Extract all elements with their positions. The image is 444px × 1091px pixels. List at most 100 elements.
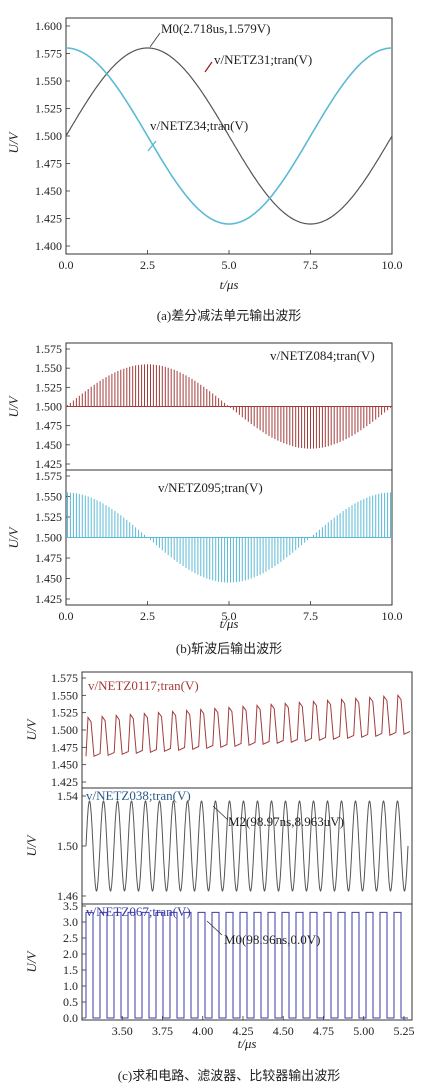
x-tick-label: 0.0: [59, 609, 74, 623]
y-tick-label: 1.5: [63, 963, 78, 977]
y-tick-label: 3.5: [63, 899, 78, 913]
series-netz038-label: v/NETZ038;tran(V): [86, 788, 191, 803]
y-tick-label: 1.550: [51, 688, 78, 702]
marker-m0-label: M0(2.718us,1.579V): [161, 21, 270, 36]
x-tick-label: 7.5: [303, 609, 318, 623]
y-tick-label: 1.450: [35, 438, 62, 452]
marker-m2-leader: [212, 805, 229, 821]
panel-c3-y-ticks: 0.0 0.5 1.0 1.5 2.0 2.5 3.0 3.5: [63, 899, 86, 1025]
marker-m2-label: M2(98.97ns,8.963uV): [228, 814, 344, 829]
y-tick-label: 1.425: [35, 592, 62, 606]
x-tick-label: 4.00: [192, 1024, 213, 1038]
x-tick-label: 5.0: [222, 609, 237, 623]
y-tick-label: 1.475: [51, 740, 78, 754]
y-tick-label: 1.525: [35, 510, 62, 524]
series-netz34-leader: [147, 140, 157, 152]
y-tick-label: 1.475: [35, 419, 62, 433]
panel-a-y-label: U/V: [6, 130, 21, 153]
y-tick-label: 1.500: [35, 129, 62, 143]
y-tick-label: 1.600: [35, 19, 62, 33]
x-tick-label: 7.5: [303, 258, 318, 272]
caption-c: (c)求和电路、滤波器、比较器输出波形: [118, 1068, 340, 1083]
panel-b2-y-label: U/V: [6, 525, 21, 548]
y-tick-label: 1.575: [35, 342, 62, 356]
x-tick-label: 2.5: [140, 609, 155, 623]
caption-a: (a)差分减法单元输出波形: [157, 308, 301, 323]
series-netz34-line: [66, 47, 392, 225]
y-tick-label: 2.0: [63, 947, 78, 961]
panel-c2-y-ticks: 1.46 1.50 1.54: [57, 789, 86, 903]
x-tick-label: 5.00: [353, 1024, 374, 1038]
y-tick-label: 1.550: [35, 361, 62, 375]
panel-c-x-label: t/μs: [238, 1036, 257, 1051]
y-tick-label: 1.475: [35, 551, 62, 565]
panel-c1-y-ticks: 1.425 1.450 1.475 1.500 1.525 1.550 1.575: [51, 671, 86, 789]
y-tick-label: 1.575: [51, 671, 78, 685]
x-tick-label: 10.0: [382, 258, 403, 272]
marker-m0-leader: [149, 32, 161, 48]
x-tick-label: 4.75: [313, 1024, 334, 1038]
y-tick-label: 1.500: [51, 723, 78, 737]
series-netz095-label: v/NETZ095;tran(V): [158, 480, 263, 495]
y-tick-label: 1.575: [35, 469, 62, 483]
x-tick-label: 4.50: [273, 1024, 294, 1038]
y-tick-label: 1.0: [63, 979, 78, 993]
panel-c2-y-label: U/V: [24, 833, 39, 856]
y-tick-label: 1.425: [35, 457, 62, 471]
y-tick-label: 0.0: [63, 1011, 78, 1025]
y-tick-label: 1.475: [35, 157, 62, 171]
x-tick-label: 3.75: [152, 1024, 173, 1038]
series-netz067-line: [85, 911, 408, 1019]
y-tick-label: 1.450: [35, 572, 62, 586]
y-tick-label: 0.5: [63, 995, 78, 1009]
panel-c: 1.425 1.450 1.475 1.500 1.525 1.550 1.575 1.46…: [24, 671, 414, 1083]
series-netz0117-line: [85, 693, 411, 758]
series-netz038-line: [85, 800, 409, 892]
series-netz067-label: v/NETZ067;tran(V): [86, 904, 191, 919]
y-tick-label: 1.425: [35, 212, 62, 226]
y-tick-label: 1.46: [57, 889, 78, 903]
series-netz31-line: [65, 47, 393, 225]
y-tick-label: 1.54: [57, 789, 78, 803]
x-tick-label: 4.25: [232, 1024, 253, 1038]
panel-b-x-label: t/μs: [220, 616, 239, 631]
caption-b: (b)斩波后输出波形: [176, 641, 282, 656]
series-netz084-label: v/NETZ084;tran(V): [270, 348, 375, 363]
panel-b1-y-label: U/V: [6, 394, 21, 417]
series-netz31-leader: [204, 61, 213, 73]
x-tick-label: 5.25: [393, 1024, 414, 1038]
series-netz34-label: v/NETZ34;tran(V): [150, 118, 248, 133]
y-tick-label: 1.500: [35, 400, 62, 414]
y-tick-label: 1.450: [51, 758, 78, 772]
panel-b2-x-ticks: 0.0 2.5 5.0 7.5 10.0: [59, 601, 403, 623]
y-tick-label: 1.525: [35, 102, 62, 116]
y-tick-label: 3.0: [63, 915, 78, 929]
panel-c3-x-ticks: 3.50 3.75 4.00 4.25 4.50 4.75 5.00 5.25: [112, 1016, 414, 1038]
x-tick-label: 2.5: [140, 258, 155, 272]
panel-a-y-ticks: 1.400 1.425 1.450 1.475 1.500 1.525 1.550 1.575…: [35, 19, 70, 253]
y-tick-label: 1.550: [35, 74, 62, 88]
x-tick-label: 3.50: [112, 1024, 133, 1038]
x-tick-label: 10.0: [382, 609, 403, 623]
panel-b: 1.425 1.450 1.475 1.500 1.525 1.550 1.575 1.42…: [6, 342, 403, 656]
series-netz31-label: v/NETZ31;tran(V): [214, 52, 312, 67]
marker-m0c-leader: [206, 920, 223, 936]
panel-c3-y-label: U/V: [24, 949, 39, 972]
y-tick-label: 1.575: [35, 47, 62, 61]
panel-a-x-ticks: 0.0 2.5 5.0 7.5 10.0: [59, 250, 403, 272]
panel-b2-y-ticks: 1.425 1.450 1.475 1.500 1.525 1.550 1.575: [35, 469, 70, 606]
y-tick-label: 1.525: [35, 380, 62, 394]
x-tick-label: 0.0: [59, 258, 74, 272]
panel-a-x-label: t/μs: [220, 277, 239, 292]
y-tick-label: 1.50: [57, 839, 78, 853]
series-netz084-chopped: [66, 364, 392, 449]
y-tick-label: 1.500: [35, 531, 62, 545]
y-tick-label: 1.550: [35, 490, 62, 504]
y-tick-label: 2.5: [63, 931, 78, 945]
panel-c3-frame: [81, 903, 413, 1021]
y-tick-label: 1.400: [35, 239, 62, 253]
series-netz0117-label: v/NETZ0117;tran(V): [88, 678, 199, 693]
series-netz095-chopped: [66, 492, 392, 583]
y-tick-label: 1.425: [51, 775, 78, 789]
